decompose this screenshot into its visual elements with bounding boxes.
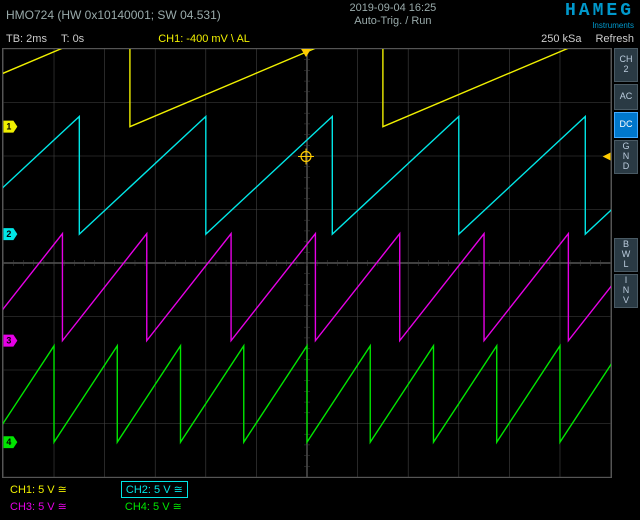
- svg-text:1: 1: [6, 122, 11, 132]
- sidebar-gnd-button[interactable]: G N D: [614, 140, 638, 174]
- trigger-mode: Auto-Trig. / Run: [221, 15, 565, 28]
- sample-rate: 250 kSa: [541, 33, 581, 45]
- svg-text:2: 2: [6, 229, 11, 239]
- model-info: HMO724 (HW 0x10140001; SW 04.531): [6, 8, 221, 22]
- sidebar-ch-button[interactable]: CH 2: [614, 48, 638, 82]
- logo-subtitle: Instruments: [565, 21, 634, 30]
- ch4-legend: CH4: 5 V ≅: [121, 499, 186, 514]
- header-bar: HMO724 (HW 0x10140001; SW 04.531) 2019-0…: [0, 0, 640, 30]
- timebase: TB: 2ms: [6, 33, 47, 45]
- header-center: 2019-09-04 16:25 Auto-Trig. / Run: [221, 2, 565, 28]
- ch2-legend[interactable]: CH2: 5 V ≅: [121, 481, 188, 498]
- svg-text:4: 4: [6, 437, 11, 447]
- ch1-status: CH1: -400 mV \ AL: [158, 33, 250, 45]
- logo-text: HAMEG: [565, 1, 634, 21]
- sidebar-dc-button[interactable]: DC: [614, 112, 638, 138]
- ch1-legend: CH1: 5 V ≅: [6, 481, 71, 498]
- brand-logo: HAMEG Instruments: [565, 1, 634, 30]
- channel-legend: CH1: 5 V ≅ CH2: 5 V ≅ CH3: 5 V ≅ CH4: 5 …: [6, 481, 188, 514]
- oscilloscope-plot: 1 2 3 4: [2, 48, 612, 478]
- status-bar: TB: 2ms T: 0s CH1: -400 mV \ AL 250 kSa …: [0, 30, 640, 48]
- plot-area: 1 2 3 4: [2, 48, 612, 478]
- sidebar-inv-button[interactable]: I N V: [614, 274, 638, 308]
- datetime: 2019-09-04 16:25: [221, 2, 565, 15]
- ch3-legend: CH3: 5 V ≅: [6, 499, 71, 514]
- sidebar-spacer: [614, 176, 638, 236]
- svg-text:3: 3: [6, 336, 11, 346]
- sidebar: CH 2 AC DC G N D B W L I N V: [614, 48, 638, 308]
- sidebar-bwl-button[interactable]: B W L: [614, 238, 638, 272]
- refresh-label: Refresh: [595, 33, 634, 45]
- time-offset: T: 0s: [61, 33, 84, 45]
- sidebar-ac-button[interactable]: AC: [614, 84, 638, 110]
